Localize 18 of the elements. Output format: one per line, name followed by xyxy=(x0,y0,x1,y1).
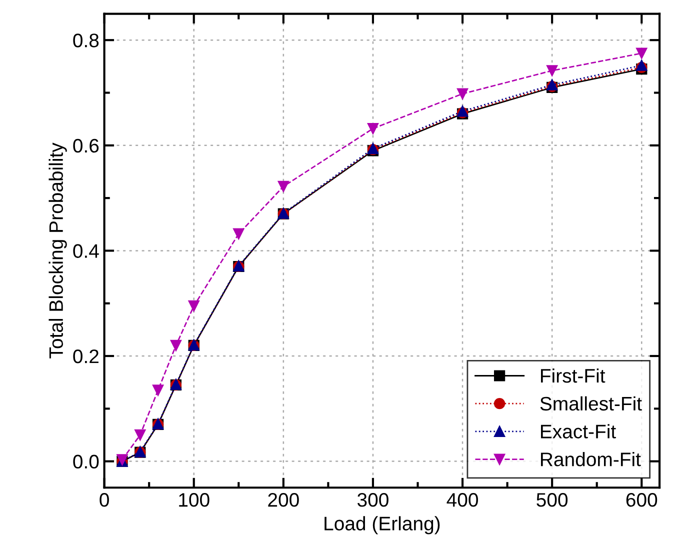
x-tick-label: 300 xyxy=(357,493,388,507)
x-axis-title: Load (Erlang) xyxy=(324,516,440,534)
y-tick-label: 0.0 xyxy=(73,454,99,469)
legend-label: Exact-Fit xyxy=(541,424,616,438)
x-tick-label: 400 xyxy=(446,493,478,507)
legend-label: Smallest-Fit xyxy=(540,396,642,411)
x-tick-label: 0 xyxy=(100,493,109,507)
y-tick-label: 0.8 xyxy=(73,34,99,48)
y-axis-title: Total Blocking Probability xyxy=(48,142,67,358)
x-tick-label: 600 xyxy=(626,493,658,507)
legend-label: First-Fit xyxy=(541,368,606,383)
y-tick-label: 0.6 xyxy=(73,138,99,153)
y-tick-label: 0.2 xyxy=(73,349,98,364)
x-tick-label: 500 xyxy=(536,493,568,507)
y-tick-label: 0.4 xyxy=(73,244,99,258)
x-tick-label: 200 xyxy=(268,493,299,507)
legend-label: Random-Fit xyxy=(541,452,641,466)
x-tick-label: 100 xyxy=(179,493,210,507)
